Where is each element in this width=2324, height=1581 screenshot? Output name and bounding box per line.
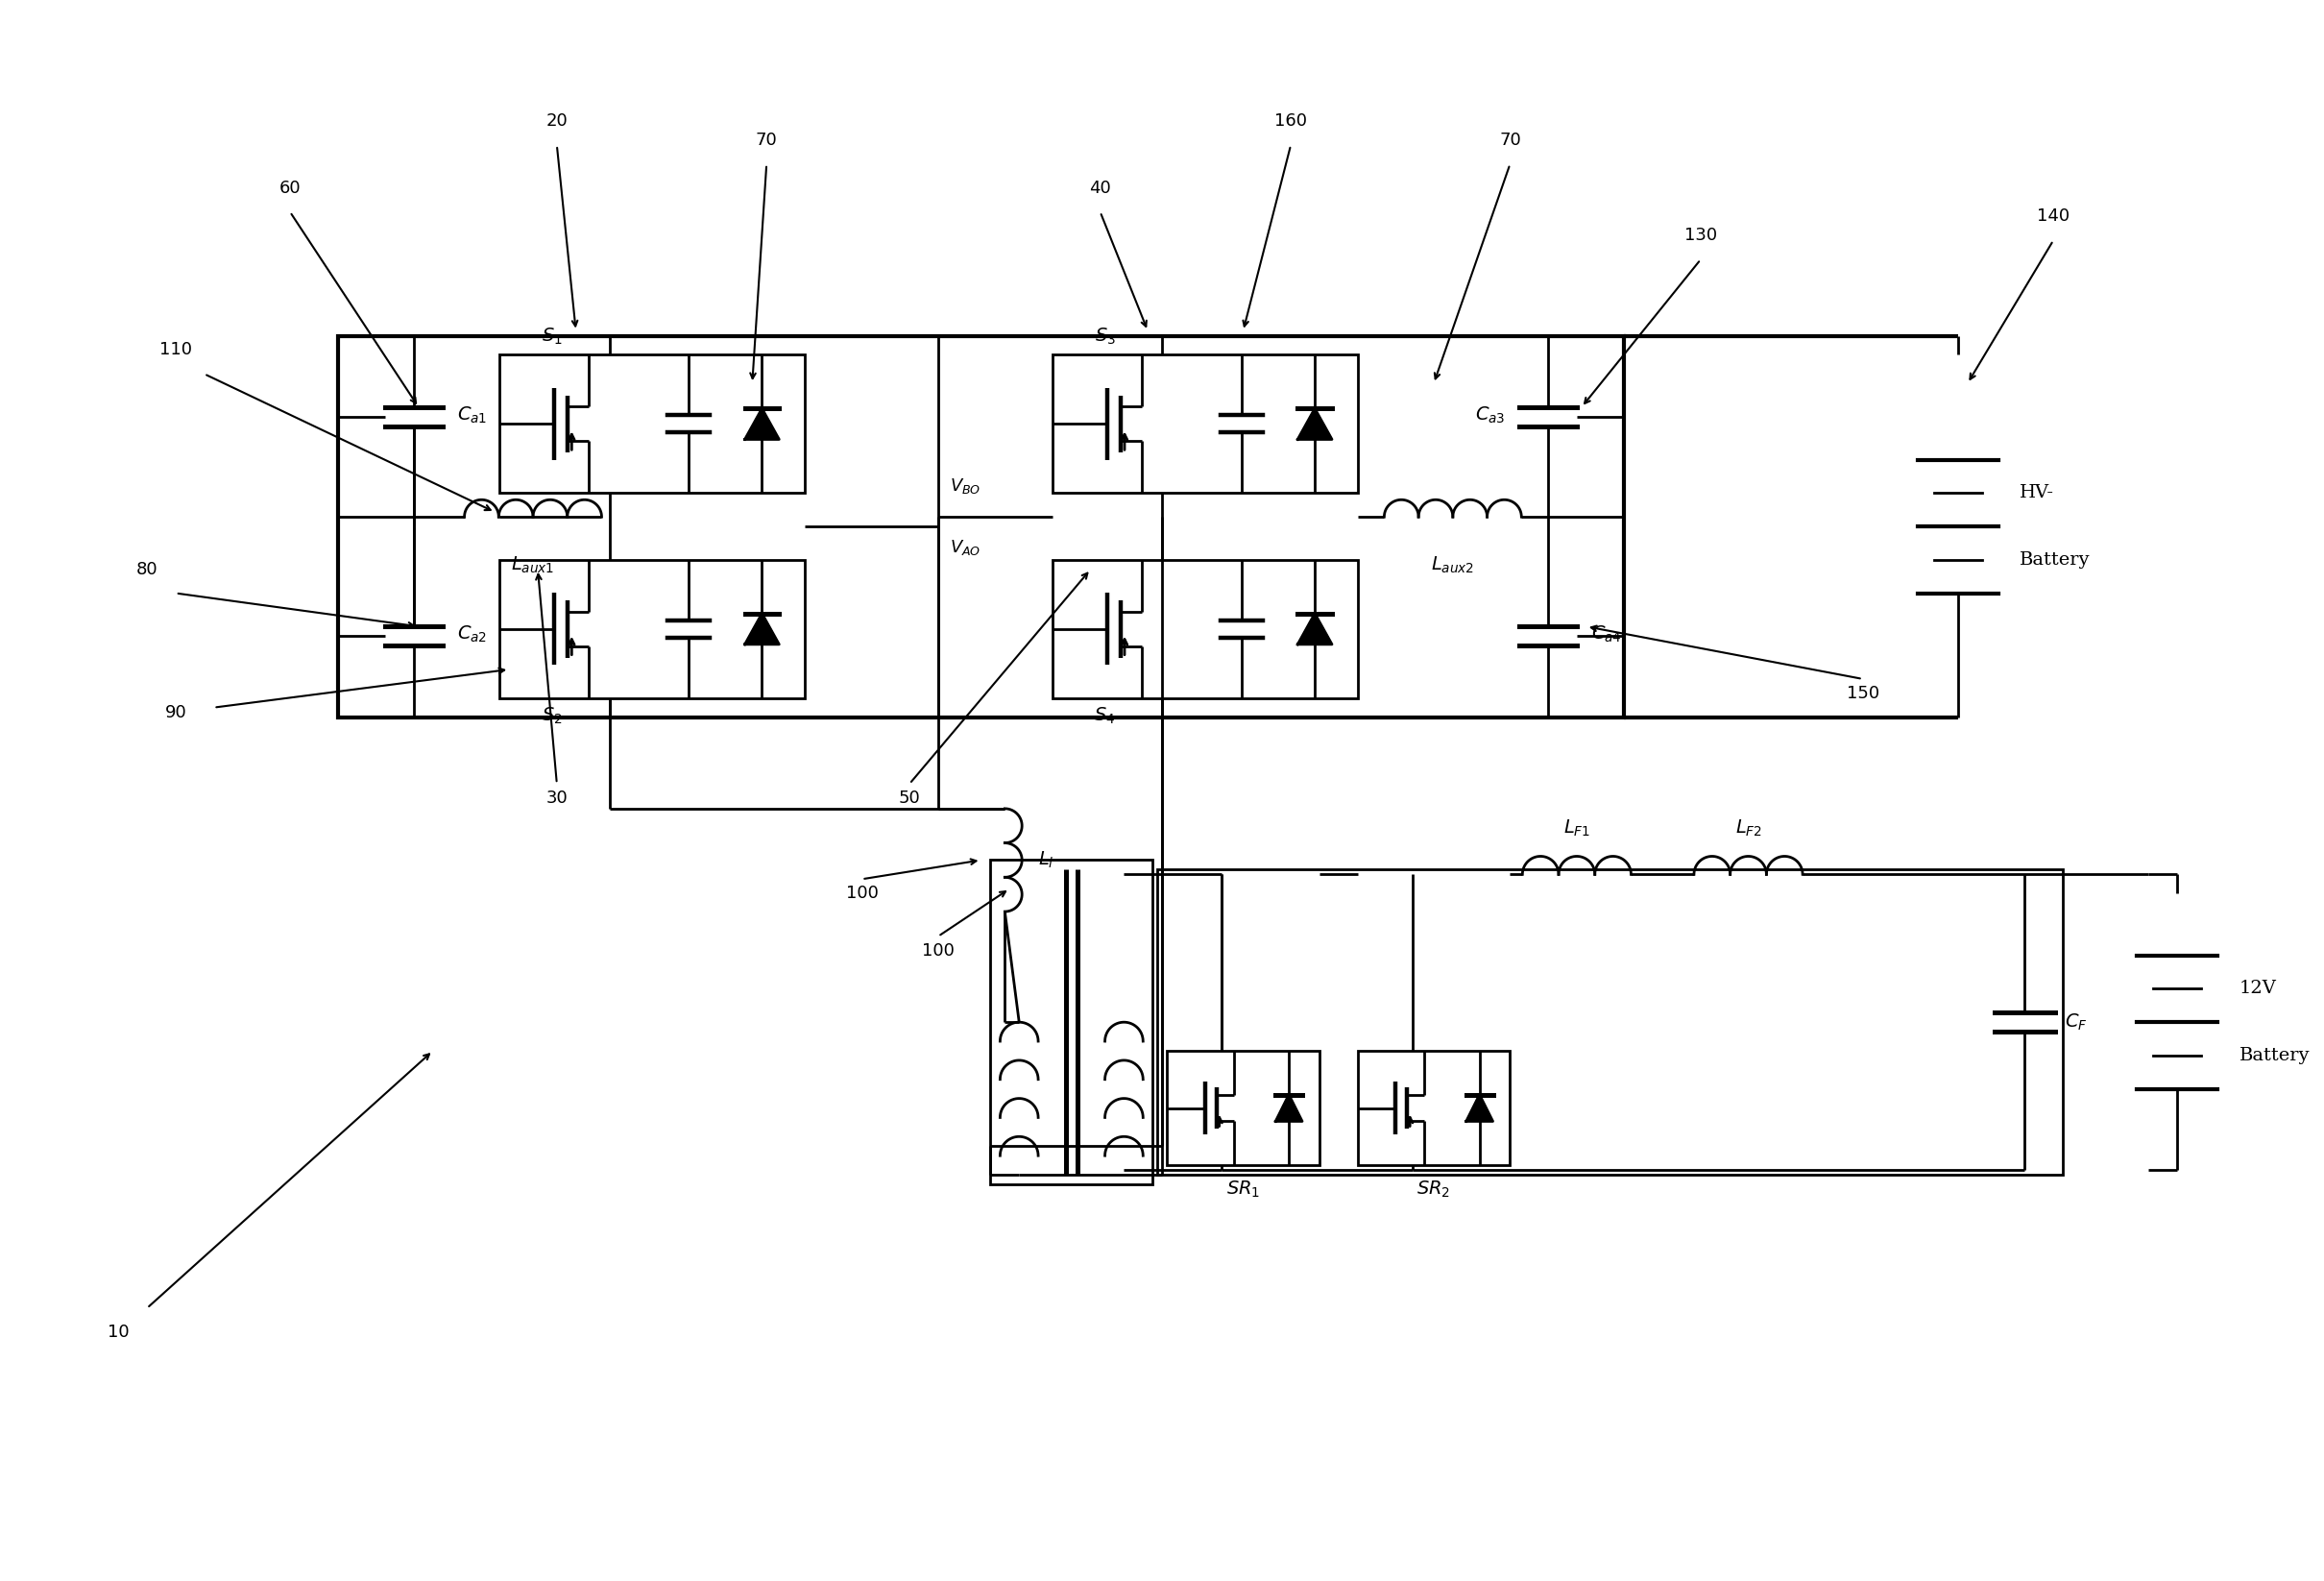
Polygon shape — [1297, 613, 1332, 645]
Text: 90: 90 — [165, 704, 186, 721]
Bar — [1167, 1051, 1320, 1165]
Text: $L_{F2}$: $L_{F2}$ — [1736, 817, 1762, 838]
Text: $C_{a4}$: $C_{a4}$ — [1592, 624, 1622, 645]
Text: 100: 100 — [923, 942, 955, 960]
Polygon shape — [1297, 408, 1332, 440]
Bar — [1053, 354, 1357, 493]
Text: $SR_2$: $SR_2$ — [1418, 1179, 1450, 1200]
Text: $S_3$: $S_3$ — [1095, 327, 1116, 348]
Text: 50: 50 — [899, 789, 920, 806]
Bar — [337, 335, 1624, 718]
Text: $L_{F1}$: $L_{F1}$ — [1564, 817, 1590, 838]
Text: $C_{a2}$: $C_{a2}$ — [458, 624, 486, 645]
Text: $S_2$: $S_2$ — [541, 705, 562, 726]
Text: $L_l$: $L_l$ — [1039, 851, 1055, 870]
Text: 130: 130 — [1685, 228, 1717, 243]
Text: HV-: HV- — [2020, 484, 2054, 501]
Text: 70: 70 — [1499, 131, 1520, 149]
Text: 140: 140 — [2036, 207, 2071, 225]
Polygon shape — [1276, 1094, 1301, 1121]
Text: $S_1$: $S_1$ — [541, 327, 562, 348]
Text: 110: 110 — [160, 341, 193, 359]
Bar — [500, 560, 804, 699]
Text: Battery: Battery — [2240, 1047, 2310, 1064]
Text: $V_{AO}$: $V_{AO}$ — [951, 538, 981, 557]
Text: $SR_1$: $SR_1$ — [1227, 1179, 1260, 1200]
Text: 160: 160 — [1274, 112, 1306, 130]
Text: $C_{a1}$: $C_{a1}$ — [458, 405, 486, 425]
Polygon shape — [744, 408, 779, 440]
Text: Battery: Battery — [2020, 552, 2092, 569]
Text: 20: 20 — [546, 112, 567, 130]
Text: 12V: 12V — [2240, 980, 2278, 998]
Text: 80: 80 — [137, 561, 158, 579]
Text: 10: 10 — [107, 1323, 130, 1341]
Text: $V_{BO}$: $V_{BO}$ — [951, 477, 981, 496]
Text: $C_{a3}$: $C_{a3}$ — [1476, 405, 1506, 425]
Text: 150: 150 — [1845, 685, 1880, 702]
Text: 40: 40 — [1090, 179, 1111, 196]
Text: $L_{aux1}$: $L_{aux1}$ — [511, 555, 555, 575]
Bar — [1357, 1051, 1511, 1165]
Text: 100: 100 — [846, 885, 878, 903]
Bar — [990, 860, 1153, 1184]
Text: 70: 70 — [755, 131, 779, 149]
Text: $C_F$: $C_F$ — [2064, 1012, 2087, 1032]
Text: $S_4$: $S_4$ — [1095, 705, 1116, 726]
Text: $L_{aux2}$: $L_{aux2}$ — [1432, 555, 1473, 575]
Bar — [500, 354, 804, 493]
Bar — [1157, 870, 2064, 1175]
Polygon shape — [1466, 1094, 1492, 1121]
Bar — [1053, 560, 1357, 699]
Text: 30: 30 — [546, 789, 567, 806]
Text: 60: 60 — [279, 179, 300, 196]
Polygon shape — [744, 613, 779, 645]
